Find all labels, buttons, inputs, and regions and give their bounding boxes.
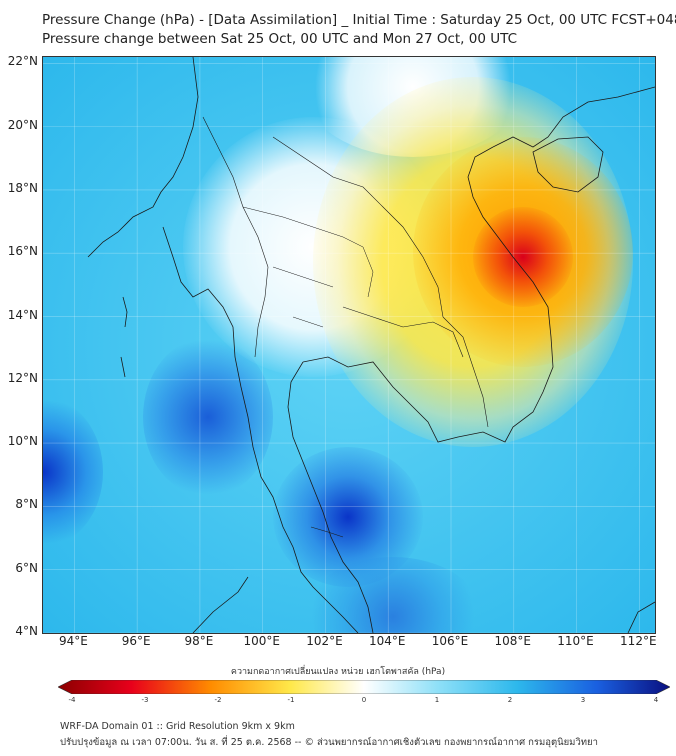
colorbar-tick-label: 4 — [653, 696, 659, 704]
fall-area-strong — [473, 207, 573, 307]
coastline-irrawaddy-delta — [162, 226, 294, 548]
colorbar-tick-label: -3 — [141, 696, 149, 704]
border-thailand-malaysia — [310, 526, 344, 538]
lon-label: 110°E — [557, 634, 594, 648]
coastline-gulf-thailand — [302, 336, 554, 443]
map-overlay — [43, 57, 655, 633]
lat-label: 10°N — [7, 434, 38, 449]
lon-label: 94°E — [58, 634, 88, 648]
colorbar-gradient — [58, 680, 670, 694]
rise-area-andaman — [143, 337, 273, 497]
pressure-change-map — [42, 56, 656, 634]
lat-lon-grid — [43, 57, 655, 633]
coastline-malay-west — [292, 546, 359, 633]
border-laos — [272, 136, 444, 318]
lat-label: 16°N — [7, 244, 38, 259]
coastline-myanmar-west — [87, 57, 199, 258]
map-title: Pressure Change (hPa) - [Data Assimilati… — [42, 12, 676, 28]
colorbar-tick-label: -2 — [214, 696, 222, 704]
lon-label: 104°E — [368, 634, 406, 648]
lon-label: 108°E — [494, 634, 532, 648]
border-thailand-provinces — [242, 206, 374, 328]
lat-label: 12°N — [7, 370, 38, 385]
footer-credit: ปรับปรุงข้อมูล ณ เวลา 07:00น. วัน ส. ที่… — [60, 737, 598, 748]
lon-label: 106°E — [431, 634, 469, 648]
colorbar-tick-label: -4 — [68, 696, 76, 704]
lon-label: 100°E — [243, 634, 280, 648]
lon-label: 112°E — [620, 634, 657, 648]
coastline-vietnam-central — [467, 146, 552, 338]
lat-label: 6°N — [15, 560, 38, 575]
lat-label: 14°N — [7, 307, 38, 322]
lat-label: 22°N — [7, 54, 38, 69]
coastlines-and-borders — [87, 57, 655, 633]
lat-label: 18°N — [7, 180, 38, 195]
border-myanmar-thailand — [202, 116, 269, 358]
colorbar-title: ความกดอากาศเปลี่ยนแปลง หน่วย เฮกโตพาสคัล… — [230, 667, 446, 677]
coastline-malay-east — [287, 361, 374, 633]
lon-label: 96°E — [121, 634, 151, 648]
coastline-andaman-islands — [120, 296, 128, 378]
border-thailand-cambodia — [342, 306, 464, 358]
footer-model-info: WRF-DA Domain 01 :: Grid Resolution 9km … — [60, 721, 295, 732]
lon-label: 102°E — [306, 634, 343, 648]
coastline-borneo — [627, 601, 655, 633]
colorbar — [58, 680, 670, 694]
coastline-south-china — [492, 86, 655, 148]
coastline-hainan — [532, 136, 604, 193]
colorbar-tick-label: 2 — [507, 696, 513, 704]
coastline-sumatra — [192, 576, 249, 633]
lat-label: 4°N — [15, 624, 38, 638]
colorbar-tick-label: 1 — [434, 696, 440, 704]
colorbar-tick-label: 3 — [580, 696, 586, 704]
lat-label: 20°N — [7, 117, 38, 132]
map-subtitle: Pressure change between Sat 25 Oct, 00 U… — [42, 31, 517, 47]
colorbar-tick-label: -1 — [287, 696, 295, 704]
lat-label: 8°N — [15, 497, 38, 512]
border-cambodia-vietnam — [442, 316, 489, 428]
colorbar-tick-label: 0 — [361, 696, 367, 704]
lon-label: 98°E — [184, 634, 214, 648]
